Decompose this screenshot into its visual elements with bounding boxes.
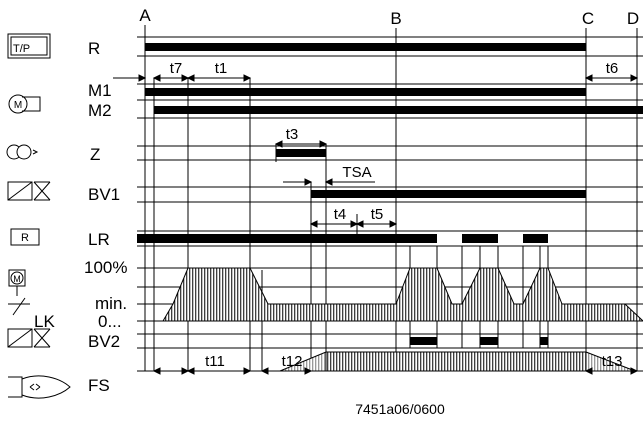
signal-label-bv1: BV1 (88, 185, 120, 204)
signal-label-r: R (88, 39, 100, 58)
z-bar (276, 149, 326, 157)
signal-label-m2: M2 (88, 101, 112, 120)
marker-a: A (139, 6, 151, 25)
signal-label-100: 100% (84, 258, 127, 277)
flame-detector-icon (8, 375, 71, 399)
interval-t4: t4 (334, 206, 347, 223)
interval-t5: t5 (371, 206, 384, 223)
signal-label-m1: M1 (88, 81, 112, 100)
lr-bar-2 (462, 234, 498, 243)
m2-bar (154, 106, 643, 114)
svg-text:M: M (13, 274, 21, 284)
svg-text:R: R (21, 232, 29, 244)
actuator-motor-icon: M (8, 269, 26, 296)
bv2-bar-1 (410, 337, 437, 345)
flame-signal-bar (325, 351, 587, 372)
interval-t6: t6 (606, 60, 619, 77)
m1-bar (145, 88, 586, 96)
diagram-caption: 7451a06/0600 (355, 401, 445, 417)
signal-label-lk: LK (34, 312, 55, 331)
marker-d: D (627, 9, 639, 28)
interval-t3: t3 (286, 126, 299, 143)
signal-label-min: min. (95, 294, 127, 313)
lr-bar-1 (137, 234, 437, 243)
interval-tsa: TSA (342, 164, 371, 181)
marker-c: C (582, 9, 594, 28)
signal-label-bv2: BV2 (88, 332, 120, 351)
interval-t1: t1 (215, 60, 228, 77)
signal-label-lr: LR (88, 230, 110, 249)
r-bar (145, 43, 586, 51)
fuel-valve-2-icon (7, 328, 51, 348)
svg-text:T/P: T/P (13, 43, 30, 55)
interval-t13: t13 (602, 353, 623, 370)
interval-t12: t12 (282, 353, 303, 370)
interval-t7: t7 (170, 60, 183, 77)
marker-b: B (390, 9, 401, 28)
svg-text:M: M (14, 100, 22, 111)
bv2-bar-2 (480, 337, 498, 345)
lr-bar-3 (523, 234, 548, 243)
bv2-bar-3 (540, 337, 548, 345)
interval-t11: t11 (205, 353, 225, 370)
time-verticals (144, 25, 638, 371)
thermostat-icon: T/P (7, 33, 51, 59)
fan-motor-icon: M (8, 94, 41, 114)
interval-arrows (113, 74, 639, 375)
load-controller-icon: R (10, 228, 40, 246)
signal-label-fs: FS (88, 376, 110, 395)
signal-label-z: Z (90, 145, 100, 164)
ignition-transformer-icon (6, 144, 39, 160)
fuel-valve-1-icon (7, 181, 51, 201)
bv1-bar (311, 190, 586, 198)
signal-label-zero: 0... (98, 312, 122, 331)
air-damper-icon (8, 297, 30, 316)
damper-position-profile (162, 267, 643, 322)
